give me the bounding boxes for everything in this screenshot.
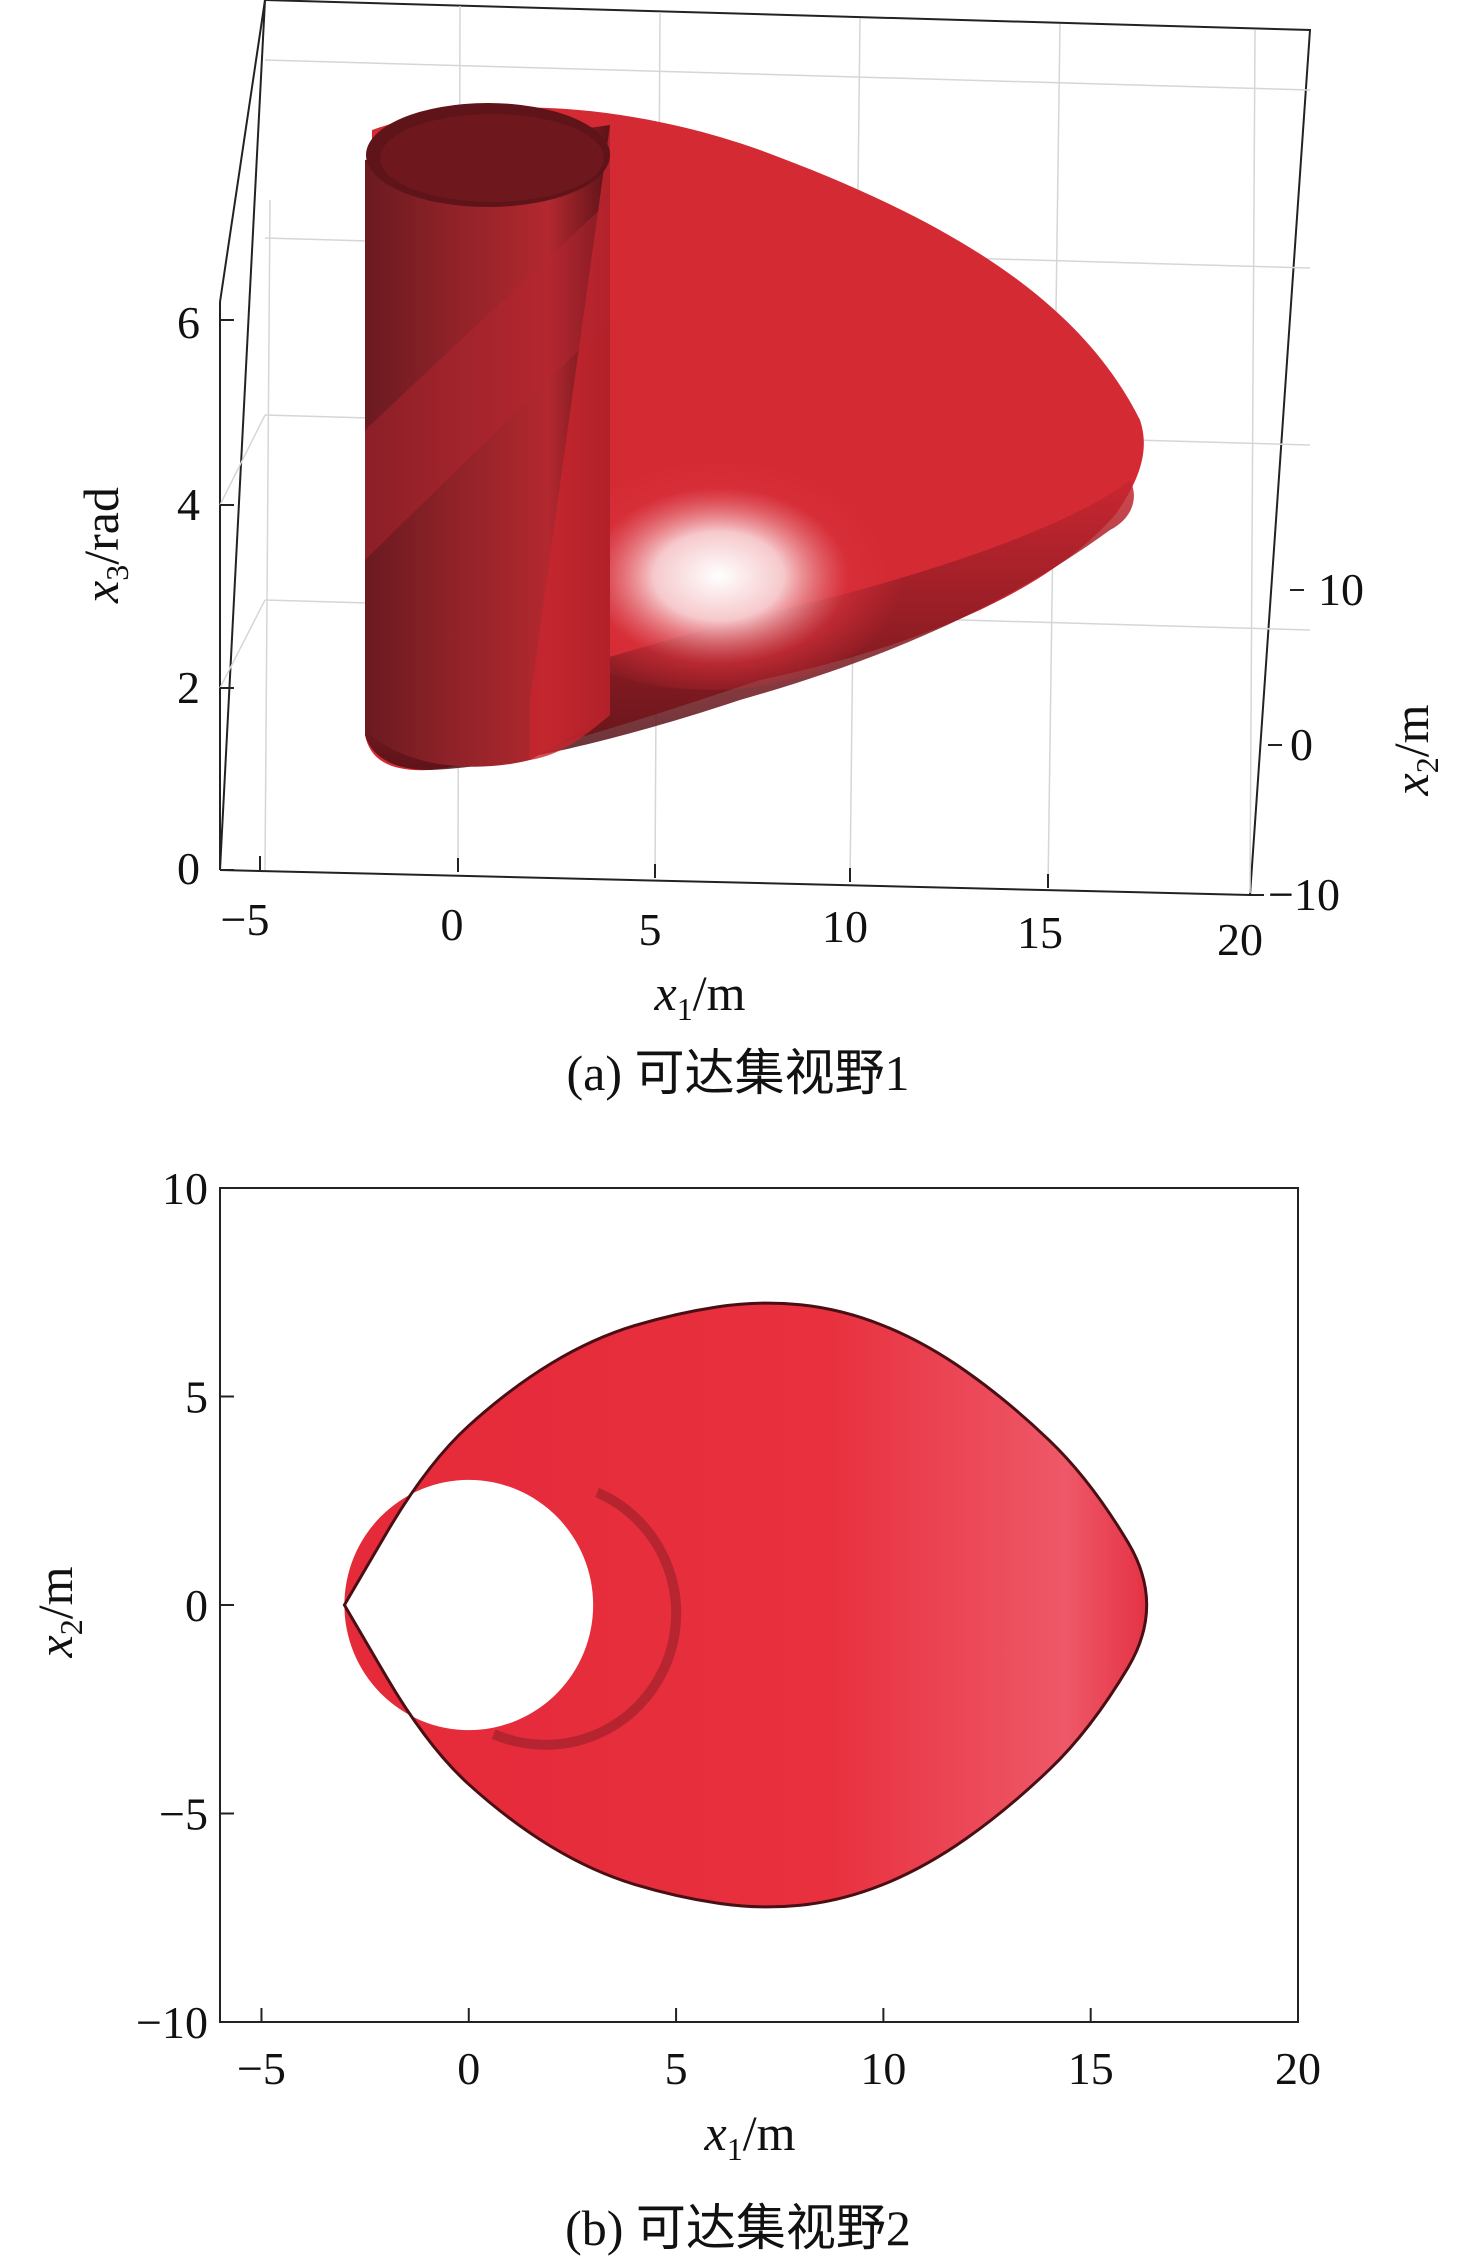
chart-a-zlabel: x3/rad [73, 487, 135, 604]
chart-b-xlabel: x1/m [704, 2105, 796, 2167]
chart-b-caption: (b) 可达集视野2 [565, 2200, 911, 2256]
chart-a-xtick-0: −5 [221, 894, 270, 945]
hole-shadow [491, 1487, 682, 1750]
chart-a-caption: (a) 可达集视野1 [567, 1045, 910, 1101]
outer-rim [342, 1301, 1149, 1909]
chart-a-ylabel: x2/m [1383, 704, 1445, 796]
chart-a-ytick-1: 0 [1290, 719, 1313, 770]
chart-b-ytick-label: −5 [159, 1789, 208, 1840]
reachable-set-surface-3d [365, 103, 1144, 771]
chart-a-xlabel: x1/m [654, 965, 746, 1027]
chart-b-xtick-label: −5 [237, 2043, 286, 2094]
chart-b-x-ticks: −5 0 5 10 15 20 [237, 2008, 1321, 2094]
chart-b-ytick-label: 10 [162, 1163, 208, 1214]
chart-a-xtick-1: 0 [441, 899, 464, 950]
chart-a-ztick-2: 4 [177, 479, 200, 530]
chart-b: −5 0 5 10 15 20 −10 −5 0 5 10 x1/m x2/m (b) 可达集视野… [27, 1163, 1321, 2256]
chart-a-xtick-3: 10 [822, 901, 868, 952]
chart-a-ytick-0: −10 [1268, 869, 1340, 920]
chart-a-x-ticks: −5 0 5 10 15 20 [221, 894, 1263, 965]
chart-b-xtick-label: 20 [1275, 2043, 1321, 2094]
chart-a-ztick-1: 2 [177, 662, 200, 713]
chart-b-ytick-label: 5 [185, 1372, 208, 1423]
chart-b-xtick-label: 0 [457, 2043, 480, 2094]
chart-a-ytick-2: 10 [1318, 564, 1364, 615]
chart-b-ytick-label: −10 [136, 1997, 208, 2048]
chart-a-z-ticks: 0 2 4 6 [177, 297, 200, 894]
chart-b-ylabel: x2/m [27, 1566, 89, 1658]
chart-a-xtick-4: 15 [1017, 907, 1063, 958]
reachable-set-region [344, 1303, 1147, 1907]
chart-b-xtick-label: 10 [860, 2043, 906, 2094]
chart-b-y-ticks: −10 −5 0 5 10 [136, 1163, 234, 2048]
chart-a-xtick-2: 5 [639, 904, 662, 955]
chart-a-ztick-3: 6 [177, 297, 200, 348]
chart-a-y-ticks: 10 0 −10 [1268, 564, 1364, 920]
chart-a: −5 0 5 10 15 20 10 0 −10 0 2 4 6 x1/m x2… [73, 0, 1445, 1101]
chart-b-xtick-label: 15 [1068, 2043, 1114, 2094]
chart-a-xtick-5: 20 [1217, 914, 1263, 965]
chart-a-ztick-0: 0 [177, 843, 200, 894]
chart-b-xtick-label: 5 [665, 2043, 688, 2094]
chart-b-ytick-label: 0 [185, 1580, 208, 1631]
